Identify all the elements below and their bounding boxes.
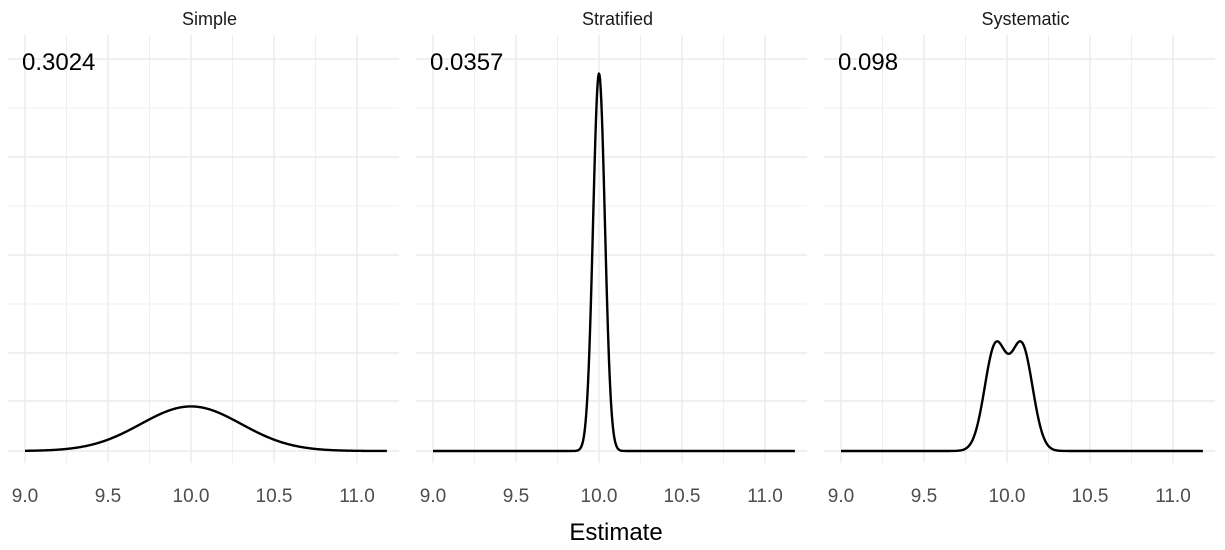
x-tick-label: 9.0 <box>828 486 854 507</box>
x-tick-label: 10.5 <box>1072 486 1109 507</box>
facet-strip-label: Systematic <box>981 9 1069 29</box>
x-tick-label: 10.0 <box>581 486 618 507</box>
x-tick-label: 11.0 <box>1155 486 1191 507</box>
x-axis-title: Estimate <box>569 519 662 546</box>
x-tick-label: 10.0 <box>173 486 210 507</box>
facet-annotation-value: 0.3024 <box>22 49 95 76</box>
x-tick-label: 9.5 <box>911 486 937 507</box>
density-curve <box>840 340 1204 453</box>
facet-annotation-value: 0.098 <box>838 49 898 76</box>
facet-panel-simple: Simple 0.3024 9.0 9.5 10.0 10.5 11.0 <box>8 9 399 507</box>
facet-strip-label: Simple <box>182 9 237 29</box>
x-tick-label: 9.5 <box>95 486 121 507</box>
x-tick-label: 9.0 <box>12 486 38 507</box>
facet-panel-systematic: Systematic 0.098 9.0 9.5 10.0 10.5 11.0 <box>824 9 1215 507</box>
x-tick-label: 10.5 <box>664 486 701 507</box>
x-tick-label: 10.0 <box>989 486 1026 507</box>
x-tick-label: 11.0 <box>747 486 783 507</box>
facet-annotation-value: 0.0357 <box>430 49 503 76</box>
density-curve <box>24 405 388 453</box>
x-tick-label: 9.0 <box>420 486 446 507</box>
x-tick-label: 9.5 <box>503 486 529 507</box>
facet-panel-stratified: Stratified 0.0357 9.0 9.5 10.0 10.5 11.0 <box>416 9 807 507</box>
facet-strip-label: Stratified <box>582 9 653 29</box>
density-curve <box>432 72 796 453</box>
x-tick-label: 10.5 <box>256 486 293 507</box>
x-tick-label: 11.0 <box>339 486 375 507</box>
